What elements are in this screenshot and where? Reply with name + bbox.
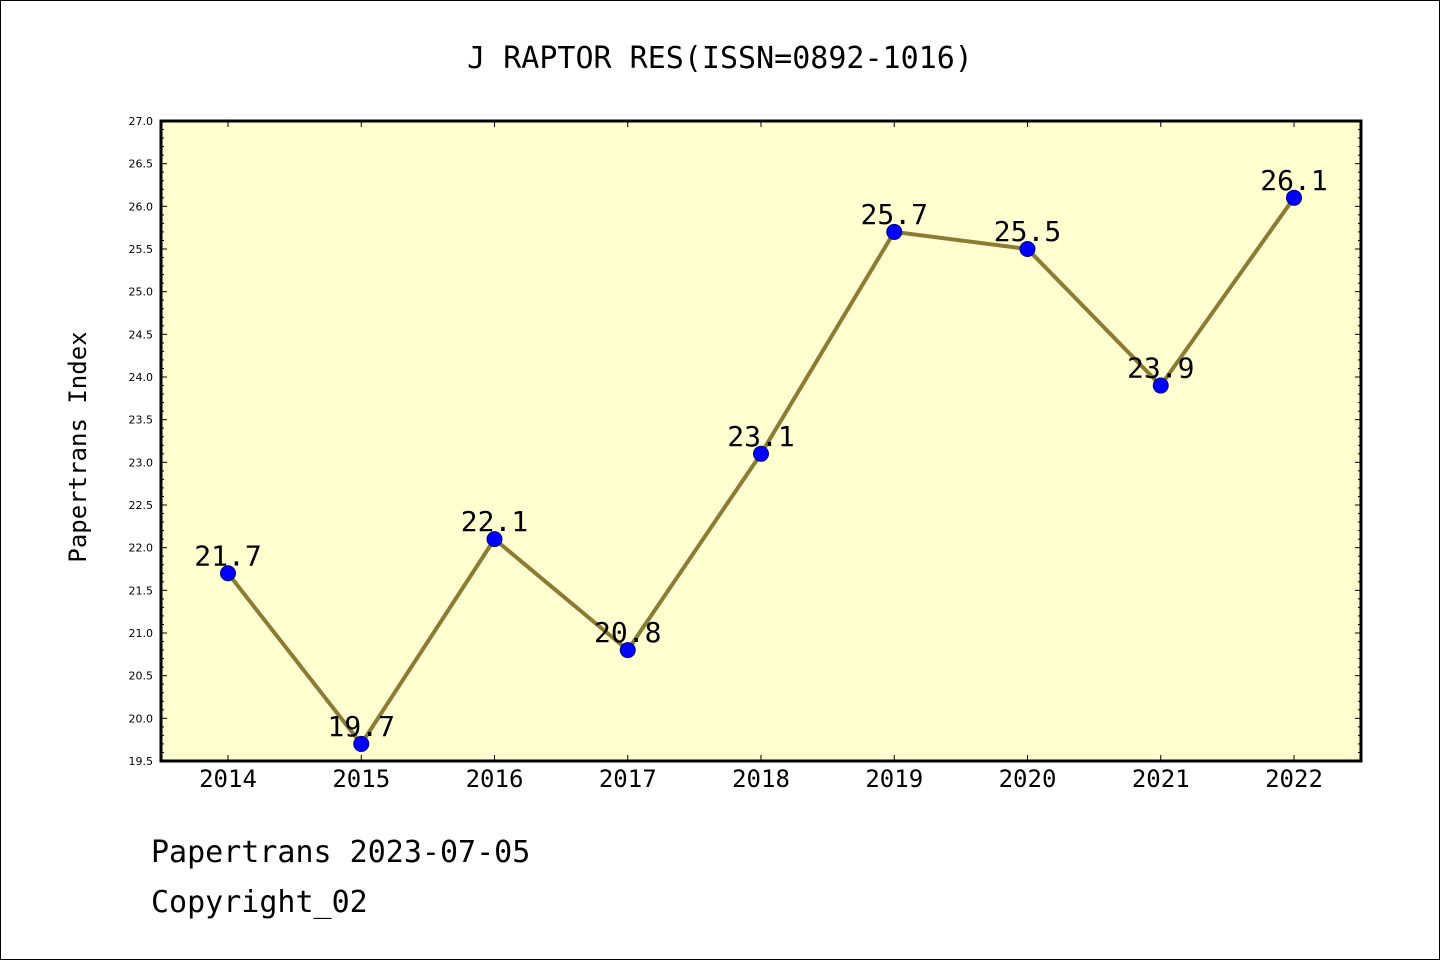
- data-label: 25.5: [994, 215, 1061, 248]
- data-label: 21.7: [194, 539, 261, 572]
- data-point: [1152, 377, 1169, 394]
- y-tick-label: 27.0: [129, 115, 154, 128]
- data-point: [353, 735, 370, 752]
- y-tick-label: 23.5: [129, 414, 154, 427]
- y-tick-label: 21.0: [129, 627, 154, 640]
- y-tick-label: 26.5: [129, 158, 154, 171]
- x-tick-label: 2014: [199, 765, 257, 793]
- chart-title: J RAPTOR RES(ISSN=0892-1016): [467, 41, 973, 76]
- x-tick-label: 2017: [599, 765, 657, 793]
- data-label: 23.9: [1127, 352, 1194, 385]
- data-label: 19.7: [328, 710, 395, 743]
- footer-copyright: Copyright_02: [151, 885, 368, 920]
- data-point: [1019, 241, 1036, 257]
- y-tick-label: 21.5: [129, 584, 154, 597]
- x-tick-label: 2019: [865, 765, 923, 793]
- data-point: [753, 445, 769, 462]
- footer-date: Papertrans 2023-07-05: [151, 835, 531, 870]
- data-point: [1286, 189, 1302, 206]
- data-point: [486, 531, 503, 548]
- x-tick-label: 2015: [332, 765, 390, 793]
- y-tick-label: 25.0: [129, 286, 154, 299]
- data-point: [619, 642, 636, 659]
- x-tick-label: 2016: [466, 765, 524, 793]
- plot-area: [161, 121, 1361, 761]
- y-tick-label: 25.5: [129, 243, 154, 256]
- y-axis-label: Papertrans Index: [64, 331, 92, 562]
- x-tick-label: 2021: [1132, 765, 1190, 793]
- x-tick-label: 2020: [999, 765, 1057, 793]
- y-tick-label: 24.5: [129, 328, 154, 341]
- data-label: 23.1: [727, 420, 794, 453]
- x-tick-label: 2018: [732, 765, 790, 793]
- y-tick-label: 20.0: [129, 712, 154, 725]
- data-label: 25.7: [861, 198, 928, 231]
- y-tick-label: 22.0: [129, 542, 154, 555]
- y-tick-label: 20.5: [129, 670, 154, 683]
- x-tick-label: 2022: [1265, 765, 1323, 793]
- y-tick-label: 22.5: [129, 499, 154, 512]
- data-point: [886, 223, 903, 240]
- data-point: [220, 565, 236, 582]
- y-tick-label: 26.0: [129, 200, 154, 213]
- y-tick-label: 23.0: [129, 456, 154, 469]
- y-tick-label: 24.0: [129, 371, 154, 384]
- data-label: 22.1: [461, 505, 528, 538]
- y-tick-label: 19.5: [129, 755, 154, 768]
- data-label: 20.8: [594, 616, 661, 649]
- plot-border: [159, 119, 1363, 763]
- data-label: 26.1: [1260, 164, 1327, 197]
